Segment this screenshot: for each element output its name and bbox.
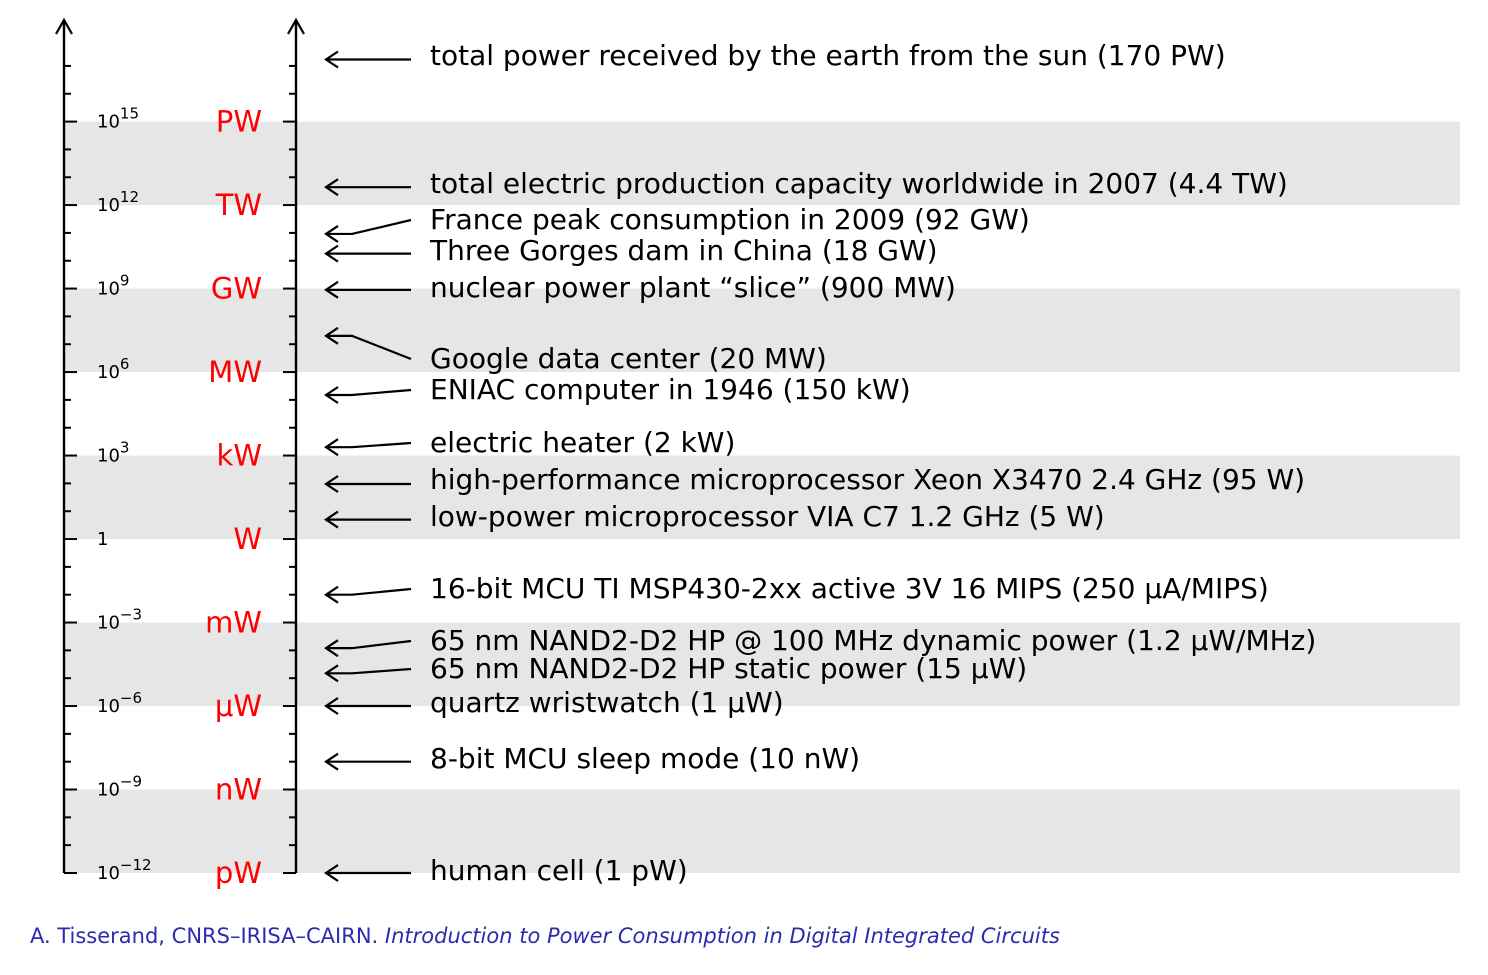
annotation-item: 8-bit MCU sleep mode (10 nW) — [324, 742, 860, 775]
annotation-item: ENIAC computer in 1946 (150 kW) — [324, 373, 911, 406]
annotation-arrowhead — [324, 664, 339, 683]
axis-arrowhead — [55, 17, 73, 35]
unit-label: nW — [215, 773, 262, 807]
annotation-leader — [326, 639, 412, 650]
unit-label: PW — [216, 105, 262, 139]
annotation-label: nuclear power plant “slice” (900 MW) — [430, 271, 956, 304]
annotation-item: France peak consumption in 2009 (92 GW) — [324, 203, 1030, 243]
annotation-arrowhead — [324, 244, 339, 263]
unit-label: W — [233, 522, 262, 556]
annotation-leader — [326, 334, 412, 361]
annotation-arrowhead — [324, 697, 339, 715]
footer-author: A. Tisserand, CNRS–IRISA–CAIRN. — [30, 924, 379, 948]
unit-label: kW — [217, 439, 262, 473]
annotation-item: quartz wristwatch (1 μW) — [324, 686, 784, 719]
annotation-item: 65 nm NAND2-D2 HP static power (15 μW) — [324, 652, 1027, 685]
annotation-item: 65 nm NAND2-D2 HP @ 100 MHz dynamic powe… — [324, 624, 1316, 658]
footer-credit: A. Tisserand, CNRS–IRISA–CAIRN. Introduc… — [30, 924, 1060, 948]
annotation-item: electric heater (2 kW) — [324, 426, 735, 459]
exponent-label: 103 — [97, 439, 129, 467]
annotation-item: total electric production capacity world… — [324, 167, 1288, 200]
annotation-item: high-performance microprocessor Xeon X34… — [324, 463, 1305, 496]
exponent-label: 10−12 — [97, 856, 152, 884]
exponent-label: 10−3 — [97, 606, 142, 634]
annotation-label: ENIAC computer in 1946 (150 kW) — [430, 373, 911, 406]
exponent-label: 1015 — [97, 105, 139, 133]
annotation-arrowhead — [324, 475, 339, 493]
annotation-item: human cell (1 pW) — [324, 854, 688, 887]
annotation-item: low-power microprocessor VIA C7 1.2 GHz … — [324, 500, 1105, 533]
annotation-label: total electric production capacity world… — [430, 167, 1288, 200]
exponent-label: 1 — [97, 529, 108, 550]
annotation-arrowhead — [324, 225, 339, 243]
scale-axes — [55, 17, 305, 874]
unit-label: mW — [205, 606, 262, 640]
annotation-arrowhead — [324, 510, 339, 529]
unit-label: μW — [215, 689, 262, 723]
annotation-arrowhead — [324, 280, 339, 299]
unit-label: GW — [211, 272, 262, 306]
exponent-label: 1012 — [97, 188, 139, 216]
annotation-label: 8-bit MCU sleep mode (10 nW) — [430, 742, 860, 775]
annotation-label: total power received by the earth from t… — [430, 39, 1226, 72]
annotation-label: 65 nm NAND2-D2 HP static power (15 μW) — [430, 652, 1027, 685]
annotation-leader — [326, 587, 412, 596]
annotation-leader — [326, 667, 412, 675]
annotation-label: France peak consumption in 2009 (92 GW) — [430, 203, 1030, 236]
annotation-label: 65 nm NAND2-D2 HP @ 100 MHz dynamic powe… — [430, 624, 1316, 657]
annotation-arrowhead — [324, 864, 339, 882]
axis-arrowhead — [287, 17, 305, 35]
annotation-label: 16-bit MCU TI MSP430-2xx active 3V 16 MI… — [430, 572, 1269, 605]
unit-label: TW — [215, 188, 262, 222]
annotation-leader — [326, 441, 412, 449]
tick-labels: 1015 PW 1012 TW 109 GW 106 MW 103 kW 1 W 10−3 mW 10−6 μ… — [97, 105, 262, 890]
footer-title: Introduction to Power Consumption in Dig… — [384, 924, 1060, 948]
annotation-label: Google data center (20 MW) — [430, 342, 827, 375]
annotation-label: quartz wristwatch (1 μW) — [430, 686, 784, 719]
annotation-item: nuclear power plant “slice” (900 MW) — [324, 271, 956, 304]
annotation-arrowhead — [324, 639, 339, 658]
annotation-label: electric heater (2 kW) — [430, 426, 735, 459]
annotation-leader — [326, 388, 412, 397]
annotation-arrowhead — [324, 326, 339, 345]
annotation-arrowhead — [324, 585, 339, 604]
annotation-arrowhead — [324, 178, 339, 197]
annotation-item: total power received by the earth from t… — [324, 39, 1226, 72]
exponent-label: 109 — [97, 272, 129, 300]
annotation-label: high-performance microprocessor Xeon X34… — [430, 463, 1305, 496]
annotation-leader — [326, 218, 412, 236]
exponent-label: 106 — [97, 355, 129, 383]
exponent-label: 10−9 — [97, 773, 142, 801]
annotation-arrowhead — [324, 386, 339, 404]
annotation-arrowhead — [324, 752, 339, 771]
annotation-item: Google data center (20 MW) — [324, 326, 827, 375]
annotation-arrowhead — [324, 50, 339, 69]
unit-label: MW — [208, 355, 262, 389]
annotation-label: low-power microprocessor VIA C7 1.2 GHz … — [430, 500, 1105, 533]
annotation-arrowhead — [324, 438, 339, 457]
annotation-item: Three Gorges dam in China (18 GW) — [324, 234, 938, 267]
exponent-label: 10−6 — [97, 689, 142, 717]
annotation-label: human cell (1 pW) — [430, 854, 688, 887]
unit-label: pW — [215, 856, 262, 890]
annotation-label: Three Gorges dam in China (18 GW) — [429, 234, 938, 267]
annotation-item: 16-bit MCU TI MSP430-2xx active 3V 16 MI… — [324, 572, 1269, 605]
annotations: total power received by the earth from t… — [324, 39, 1316, 887]
shaded-band — [64, 789, 1460, 873]
